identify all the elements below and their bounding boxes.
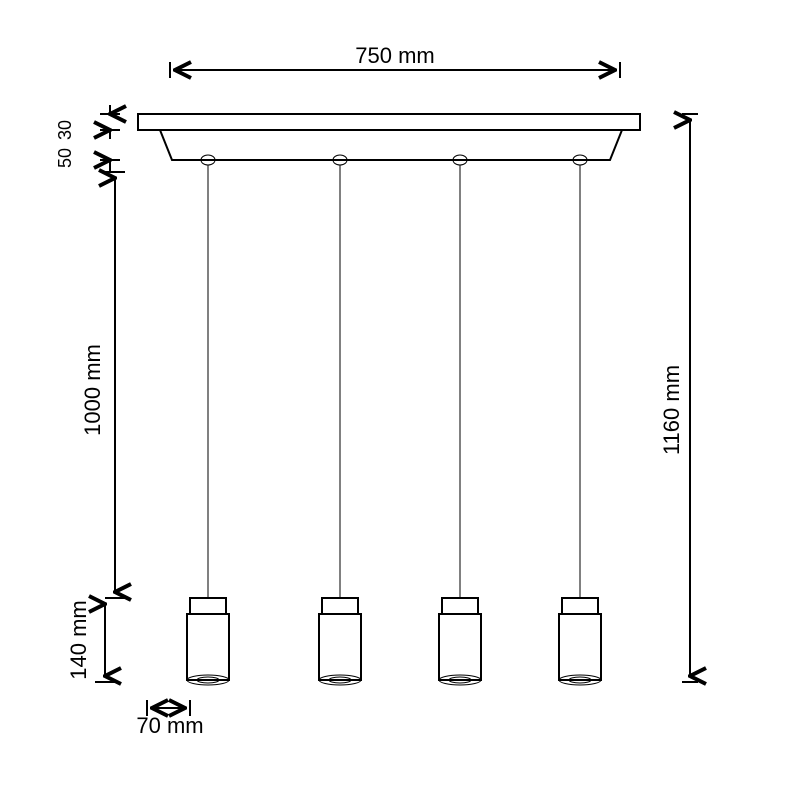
dimension-drawing: 750 mm 30 50 1000 mm [0,0,800,800]
dim-140-label: 140 mm [66,600,91,679]
dim-140: 140 mm [66,600,115,682]
dim-70-label: 70 mm [136,713,203,738]
pendant-shade [559,598,601,685]
dim-1160: 1160 mm [659,114,698,682]
dim-70: 70 mm [136,700,203,738]
dim-1000-label: 1000 mm [80,344,105,436]
dim-50-label: 50 [55,148,75,168]
dim-width-750: 750 mm [170,43,620,78]
ceiling-canopy [138,114,640,165]
pendant-shade [187,598,229,685]
cables [208,165,580,598]
dim-30-label: 30 [55,120,75,140]
dim-width-label: 750 mm [355,43,434,68]
pendant-shade [319,598,361,685]
pendant-shades [187,598,601,685]
dim-1160-label: 1160 mm [659,365,684,455]
dim-1000: 1000 mm [80,172,125,598]
pendant-shade [439,598,481,685]
